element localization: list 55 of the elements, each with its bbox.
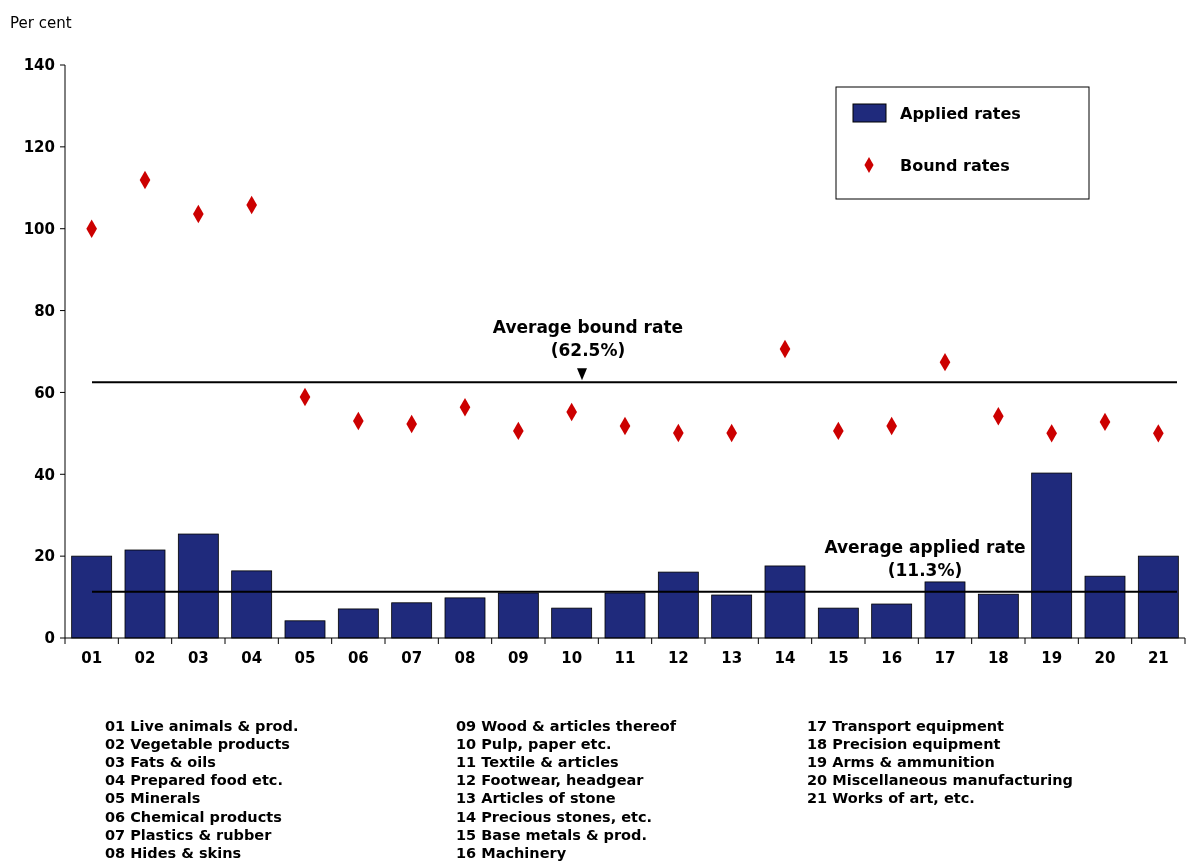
x-tick-label: 17 (934, 649, 956, 667)
x-tick-label: 10 (561, 649, 583, 667)
x-tick-label: 19 (1041, 649, 1063, 667)
text: 18 Precision equipment (807, 736, 1001, 753)
x-tick-label: 18 (987, 649, 1009, 667)
x-tick-label: 04 (241, 649, 263, 667)
text: 08 Hides & skins (105, 844, 242, 861)
x-tick-label: 09 (507, 649, 529, 667)
text: 10 Pulp, paper etc. (456, 736, 612, 753)
x-tick-label: 21 (1147, 649, 1169, 667)
x-tick-label: 05 (294, 649, 316, 667)
text: 01 Live animals & prod. (105, 718, 299, 734)
text: 09 Wood & articles thereof (456, 718, 677, 734)
text: 05 Minerals (105, 790, 201, 807)
text: 14 Precious stones, etc. (456, 808, 653, 825)
text: 07 Plastics & rubber (105, 826, 273, 843)
y-tick-label: 40 (34, 465, 55, 484)
text: 11 Textile & articles (456, 754, 619, 771)
text: 17 Transport equipment (807, 718, 1005, 734)
y-tick-label: 60 (34, 383, 55, 402)
text: 12 Footwear, headgear (456, 772, 645, 789)
y-tick-label: 100 (23, 219, 55, 238)
y-tick-label: 0 (44, 629, 55, 648)
text: 13 Articles of stone (456, 790, 616, 807)
x-tick-label: 16 (881, 649, 903, 667)
text: 03 Fats & oils (105, 754, 216, 771)
y-tick-label: 140 (23, 56, 55, 75)
text: 20 Miscellaneous manufacturing (807, 772, 1073, 789)
text: 04 Prepared food etc. (105, 772, 283, 789)
y-tick-label: 80 (34, 301, 55, 320)
x-tick-label: 02 (134, 649, 156, 667)
x-tick-label: 14 (774, 649, 796, 667)
y-tick-label: 20 (34, 547, 55, 566)
x-tick-label: 08 (454, 649, 476, 667)
ref-line-label: Average applied rate (11.3%) (824, 537, 1026, 580)
text: 16 Machinery (456, 844, 567, 861)
x-tick-label: 07 (401, 649, 423, 667)
text: 15 Base metals & prod. (456, 826, 647, 843)
legend-label: Bound rates (900, 155, 1010, 175)
text: 19 Arms & ammunition (807, 754, 995, 771)
x-tick-label: 03 (187, 649, 209, 667)
text: 21 Works of art, etc. (807, 790, 975, 807)
text: 02 Vegetable products (105, 736, 291, 753)
text: 06 Chemical products (105, 808, 282, 825)
x-tick-label: 11 (614, 649, 636, 667)
x-tick-label: 06 (347, 649, 369, 667)
x-tick-label: 12 (667, 649, 689, 667)
ref-line-label: Average bound rate (62.5%) (492, 317, 684, 360)
x-tick-label: 20 (1094, 649, 1116, 667)
x-tick-label: 01 (81, 649, 103, 667)
x-tick-label: 13 (721, 649, 743, 667)
x-tick-label: 15 (827, 649, 849, 667)
y-tick-label: 120 (23, 138, 55, 157)
y-axis-title: Per cent (10, 14, 72, 32)
legend-label: Applied rates (900, 103, 1021, 123)
